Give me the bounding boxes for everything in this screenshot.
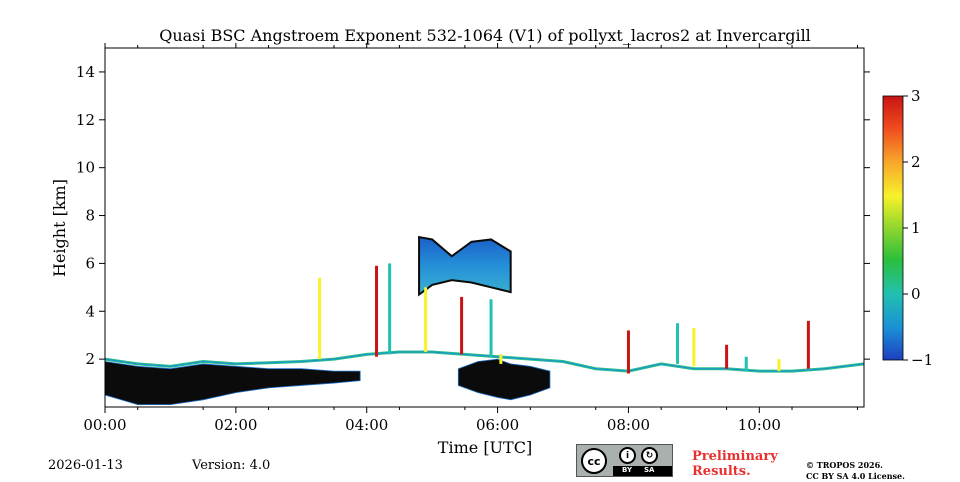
aerosol-plumes-6 xyxy=(499,354,503,364)
copyright-note: © TROPOS 2026. CC BY SA 4.0 License. xyxy=(806,460,905,482)
colorbar-tick-label-3: 0 xyxy=(911,285,921,303)
aerosol-plumes-3 xyxy=(424,287,428,352)
x-tick-label-0: 00:00 xyxy=(83,416,126,434)
y-tick-label-3: 8 xyxy=(85,207,95,225)
chart-title: Quasi BSC Angstroem Exponent 532-1064 (V… xyxy=(159,26,811,45)
aerosol-plumes-5 xyxy=(489,299,493,357)
y-tick-label-0: 2 xyxy=(85,350,95,368)
plot-frame xyxy=(104,47,865,408)
cloud-layer xyxy=(418,235,512,297)
copyright-line-2: CC BY SA 4.0 License. xyxy=(806,471,905,481)
aerosol-plumes-9 xyxy=(692,328,696,367)
y-tick-label-1: 4 xyxy=(85,302,95,320)
y-tick-label-5: 12 xyxy=(76,111,95,129)
y-axis-label: Height [km] xyxy=(50,179,69,277)
boundary-layer-top-edge xyxy=(104,351,865,372)
aerosol-plumes-13 xyxy=(806,320,810,369)
x-tick-label-1: 02:00 xyxy=(214,416,257,434)
y-axis: 2 4 6 8 10 12 14 xyxy=(76,63,870,368)
x-axis: 00:00 02:00 04:00 06:00 08:00 10:00 xyxy=(83,43,858,434)
aerosol-plumes-7 xyxy=(626,330,630,374)
y-tick-label-4: 10 xyxy=(76,159,95,177)
x-tick-label-2: 04:00 xyxy=(345,416,388,434)
colorbar-tick-label-4: −1 xyxy=(911,351,933,369)
aerosol-plumes-12 xyxy=(777,359,781,372)
license-sa: SA xyxy=(644,466,655,474)
x-axis-label: Time [UTC] xyxy=(438,438,532,457)
preliminary-line-1: Preliminary xyxy=(692,449,778,464)
y-tick-label-6: 14 xyxy=(76,63,95,81)
lower-cloud-layer xyxy=(457,358,551,401)
boundary-layer-aerosol xyxy=(104,361,361,406)
plot-content xyxy=(104,235,865,406)
aerosol-plumes-0 xyxy=(318,277,322,360)
share-alike-icon: ↻ xyxy=(641,447,658,464)
preliminary-line-2: Results. xyxy=(692,464,751,479)
y-tick-label-2: 6 xyxy=(85,254,95,272)
aerosol-plumes-2 xyxy=(388,263,392,355)
x-tick-label-3: 06:00 xyxy=(476,416,519,434)
preliminary-note: Preliminary Results. xyxy=(692,449,778,479)
footer-date: 2026-01-13 xyxy=(48,458,123,473)
colorbar-ticks: 3 2 1 0 −1 xyxy=(903,87,933,369)
attribution-icon: i xyxy=(619,447,636,464)
footer-version: Version: 4.0 xyxy=(192,458,271,473)
copyright-line-1: © TROPOS 2026. xyxy=(806,460,883,470)
aerosol-plumes-8 xyxy=(676,323,680,364)
cc-icon: cc xyxy=(581,448,607,474)
aerosol-plumes-4 xyxy=(460,296,464,355)
x-tick-label-4: 08:00 xyxy=(607,416,650,434)
aerosol-plumes-1 xyxy=(375,265,379,357)
license-badge: cc i ↻ BY SA xyxy=(576,444,673,477)
colorbar-tick-label-1: 2 xyxy=(911,153,921,171)
colorbar-tick-label-0: 3 xyxy=(911,87,921,105)
aerosol-plumes-10 xyxy=(725,344,729,369)
colorbar xyxy=(882,95,904,361)
aerosol-plumes-11 xyxy=(744,356,748,372)
x-tick-label-5: 10:00 xyxy=(738,416,781,434)
license-by: BY xyxy=(622,466,633,474)
license-strip: BY SA xyxy=(613,466,672,476)
colorbar-tick-label-2: 1 xyxy=(911,219,921,237)
